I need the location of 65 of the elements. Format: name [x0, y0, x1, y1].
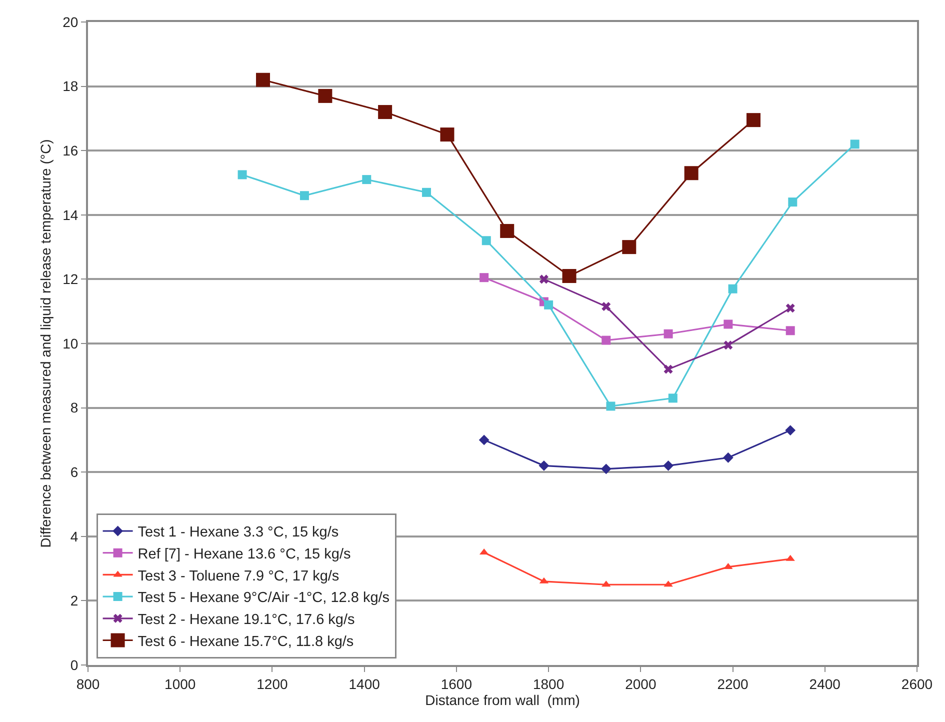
point — [482, 236, 491, 246]
point — [606, 402, 616, 411]
x-tick-label: 1600 — [440, 676, 472, 692]
point — [724, 320, 733, 329]
legend-label: Test 1 - Hexane 3.3 °C, 15 kg/s — [138, 524, 339, 541]
point — [362, 175, 372, 184]
y-tick-label: 12 — [62, 271, 78, 288]
point — [256, 72, 270, 87]
point — [664, 329, 673, 338]
y-tick-label: 18 — [62, 78, 78, 94]
point — [722, 452, 734, 463]
x-tick-label: 1800 — [532, 676, 564, 692]
y-tick-label: 14 — [62, 206, 78, 223]
point — [318, 88, 332, 103]
y-axis-title: Difference between measured and liquid release temperature (°C) — [38, 139, 54, 548]
point — [238, 170, 247, 180]
x-tick-label: 2400 — [809, 676, 841, 692]
legend-label: Test 3 - Toluene 7.9 °C, 17 kg/s — [138, 568, 340, 584]
point — [786, 304, 795, 313]
legend-label: Test 6 - Hexane 15.7°C, 11.8 kg/s — [138, 634, 354, 650]
point — [622, 240, 636, 254]
y-tick-label: 2 — [70, 592, 78, 609]
x-tick-label: 1000 — [164, 676, 196, 692]
y-tick-label: 6 — [70, 464, 78, 480]
point — [440, 128, 454, 142]
point — [684, 166, 698, 180]
point — [300, 191, 309, 200]
x-axis-title: Distance from wall (mm) — [425, 692, 580, 708]
point — [500, 224, 514, 238]
point — [785, 425, 796, 436]
point — [746, 113, 760, 128]
point — [378, 105, 392, 120]
y-tick-label: 16 — [62, 142, 78, 158]
legend-label: Ref [7] - Hexane 13.6 °C, 15 kg/s — [138, 546, 351, 562]
y-tick-label: 8 — [70, 400, 78, 416]
point — [538, 460, 550, 471]
point — [422, 188, 432, 197]
point — [788, 198, 798, 207]
x-tick-label: 800 — [76, 676, 100, 692]
point — [562, 268, 576, 283]
point — [786, 326, 795, 336]
x-tick-label: 2600 — [901, 676, 933, 692]
y-tick-label: 20 — [62, 14, 78, 30]
point — [664, 364, 673, 374]
x-tick-label: 1200 — [256, 676, 288, 692]
point — [728, 284, 738, 294]
y-tick-label: 0 — [70, 656, 78, 673]
point — [600, 464, 612, 474]
point — [539, 274, 548, 284]
point — [724, 340, 733, 350]
point — [602, 302, 611, 312]
point — [602, 336, 611, 345]
x-tick-label: 2000 — [625, 676, 656, 692]
point — [480, 273, 489, 282]
point — [668, 394, 678, 403]
legend-label: Test 2 - Hexane 19.1°C, 17.6 kg/s — [138, 612, 355, 628]
point — [663, 460, 674, 471]
x-tick-label: 1400 — [348, 676, 380, 692]
x-tick-label: 2200 — [717, 676, 749, 692]
legend-label: Test 5 - Hexane 9°C/Air -1°C, 12.8 kg/s — [138, 590, 390, 606]
y-tick-label: 4 — [70, 528, 78, 544]
point — [478, 434, 490, 446]
point — [544, 300, 554, 310]
y-tick-label: 10 — [62, 335, 78, 352]
point — [850, 140, 860, 149]
